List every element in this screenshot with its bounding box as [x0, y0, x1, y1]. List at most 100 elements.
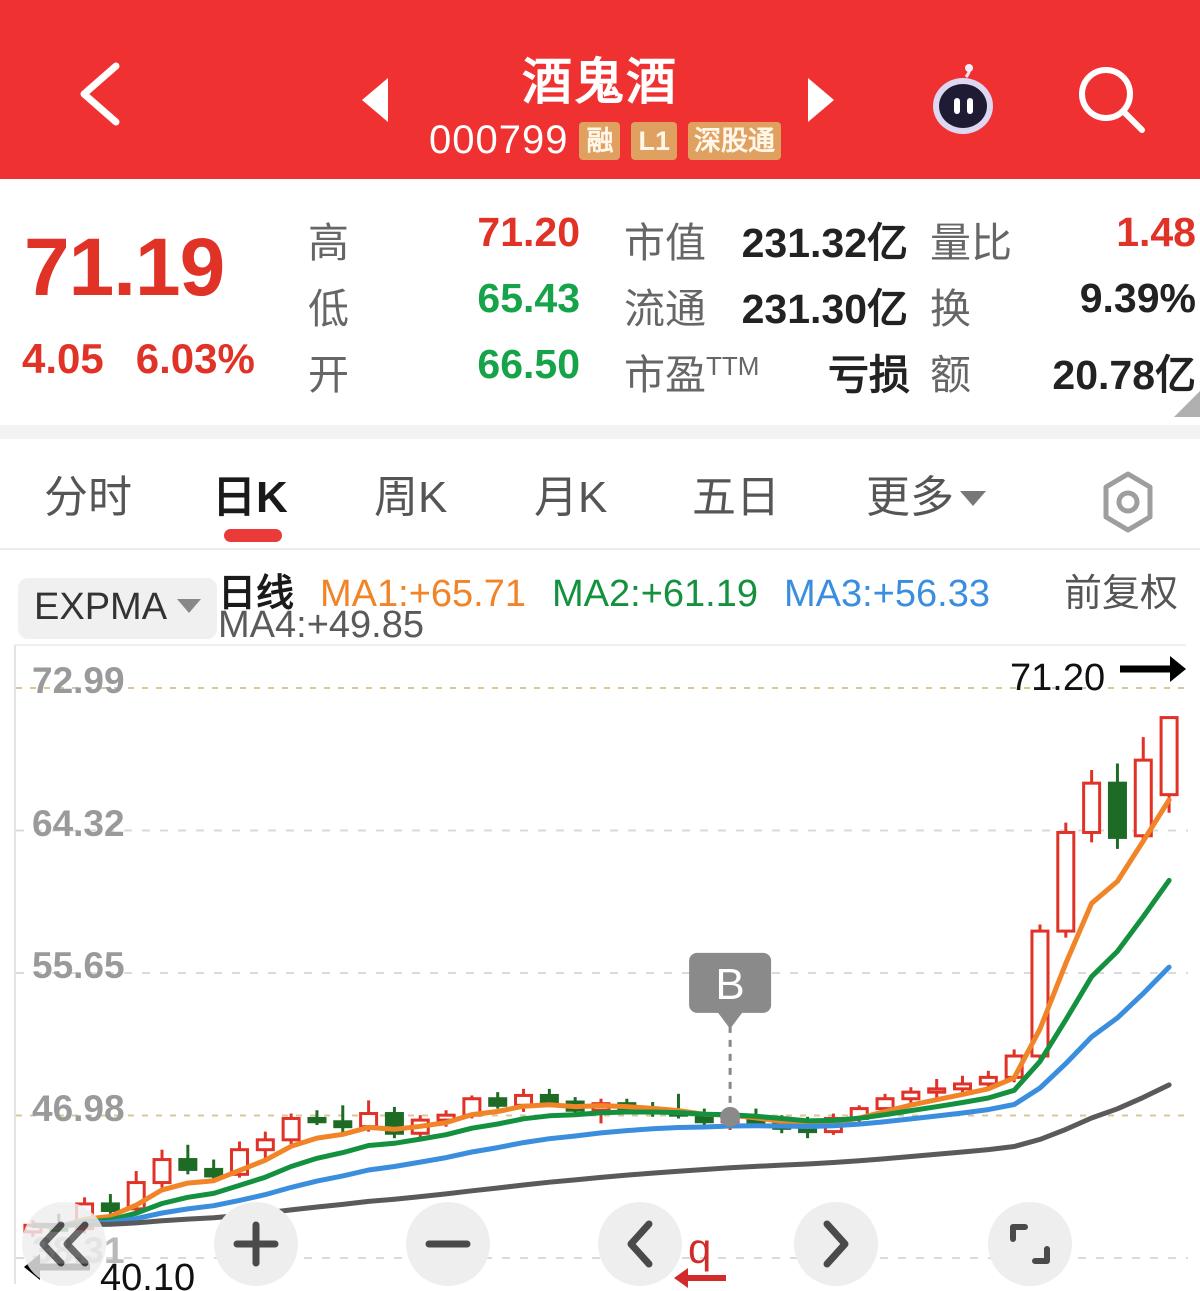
back-button[interactable] [72, 60, 128, 128]
candlestick-chart[interactable]: B [14, 644, 1188, 1286]
label-open: 开 [308, 352, 349, 398]
value-turnover-rate: 9.39% [1079, 275, 1196, 321]
zoom-out-button[interactable] [406, 1202, 490, 1286]
candle-body [1056, 830, 1076, 933]
chart-period-tabs: 分时 日K 周K 月K 五日 更多 [0, 439, 1200, 549]
candle-body [1082, 781, 1102, 834]
stock-subtitle: 000799 融 L1 深股通 [0, 118, 1200, 163]
label-turnover-rate: 换 [930, 286, 971, 332]
ai-robot-icon[interactable] [925, 64, 1001, 140]
value-low: 65.43 [477, 275, 580, 321]
price-change: 4.05 6.03% [22, 335, 255, 383]
stock-name: 酒鬼酒 [522, 54, 678, 110]
tab-five-day[interactable]: 五日 [692, 473, 780, 522]
ma-line-ma1 [30, 797, 1172, 1230]
expand-corner-indicator[interactable] [1174, 391, 1200, 417]
label-volume-ratio: 量比 [930, 220, 1012, 266]
buy-marker-label: B [715, 960, 744, 1009]
double-chevron-left-icon [39, 1221, 89, 1267]
label-high: 高 [308, 220, 349, 266]
ma2-value: MA2:+61.19 [552, 573, 758, 615]
chevron-left-icon [627, 1220, 653, 1268]
minus-icon [425, 1240, 471, 1248]
tab-daily-k[interactable]: 日K [212, 473, 288, 522]
ma4-value: MA4:+49.85 [218, 604, 424, 646]
pan-right-button[interactable] [794, 1202, 878, 1286]
label-low: 低 [308, 286, 349, 332]
arrow-left-hint [674, 1268, 726, 1288]
low-price-annotation: 40.10 [100, 1257, 196, 1291]
next-stock-button[interactable] [808, 78, 834, 122]
chart-cycle-label: 日线 [218, 573, 295, 615]
candle-body [204, 1167, 224, 1178]
label-float-cap: 流通 [624, 286, 706, 332]
buy-marker-b[interactable]: B [689, 952, 772, 1127]
indicator-selector[interactable]: EXPMA [18, 578, 218, 639]
candle-body [307, 1116, 327, 1124]
tab-monthly-k[interactable]: 月K [534, 473, 608, 522]
candle-body [978, 1075, 998, 1086]
fullscreen-button[interactable] [988, 1202, 1072, 1286]
chevron-right-icon [823, 1220, 849, 1268]
ma-line-ma2 [30, 877, 1172, 1229]
ma1-value: MA1:+65.71 [320, 573, 526, 615]
last-price: 71.19 [24, 222, 225, 313]
candle-body [359, 1112, 379, 1129]
stock-code: 000799 [429, 118, 569, 162]
candle-body [178, 1158, 198, 1171]
tabs-separator [0, 548, 1200, 550]
tab-fenshi[interactable]: 分时 [44, 473, 132, 522]
candle-body [100, 1202, 120, 1212]
value-market-cap: 231.32亿 [741, 220, 908, 266]
change-absolute: 4.05 [22, 335, 104, 382]
candle-body [333, 1120, 353, 1129]
badge-margin: 融 [579, 121, 621, 160]
active-tab-indicator [224, 529, 282, 542]
value-high: 71.20 [477, 209, 580, 255]
candle-body [901, 1090, 921, 1101]
ma-line-ma3 [30, 964, 1172, 1229]
candle-body [488, 1097, 508, 1107]
candle-body [927, 1087, 947, 1094]
value-float-cap: 231.30亿 [741, 286, 908, 332]
chart-canvas[interactable]: B [16, 646, 1188, 1286]
expand-icon [1010, 1224, 1050, 1264]
quote-panel: 71.19 4.05 6.03% 高 低 开 71.20 65.43 66.50… [0, 179, 1200, 425]
chevron-down-icon [177, 599, 202, 613]
badge-connect: 深股通 [688, 121, 781, 160]
zoom-in-button[interactable] [214, 1202, 298, 1286]
plus-icon [233, 1221, 279, 1267]
search-icon[interactable] [1072, 62, 1152, 142]
rewind-button[interactable] [22, 1202, 106, 1286]
candle-body [1159, 716, 1179, 797]
pe-ttm-superscript: TTM [706, 351, 760, 381]
candle-body [953, 1082, 973, 1091]
value-pe-ttm: 亏损 [828, 352, 910, 398]
hint-letter-q: q [688, 1225, 712, 1272]
high-price-annotation: 71.20 [1010, 657, 1106, 699]
ma3-value: MA3:+56.33 [783, 573, 990, 615]
tab-more[interactable]: 更多 [866, 461, 986, 525]
app-header: 酒鬼酒 000799 融 L1 深股通 [0, 0, 1200, 179]
section-divider [0, 425, 1200, 439]
tab-weekly-k[interactable]: 周K [374, 473, 448, 522]
prev-stock-button[interactable] [362, 78, 388, 122]
value-volume-ratio: 1.48 [1116, 209, 1196, 255]
label-market-cap: 市值 [624, 220, 706, 266]
candle-body [1107, 781, 1127, 839]
label-amount: 额 [930, 352, 971, 398]
indicator-selector-label: EXPMA [34, 586, 168, 628]
candle-body [539, 1093, 559, 1104]
tab-more-label: 更多 [866, 473, 954, 522]
candle-body [875, 1097, 895, 1111]
settings-gear-icon[interactable] [1098, 470, 1158, 534]
indicator-values-row-1: 日线 MA1:+65.71 MA2:+61.19 MA3:+56.33 [218, 562, 990, 617]
value-open: 66.50 [477, 341, 580, 387]
arrow-right-annotation [1120, 656, 1186, 682]
adjustment-toggle[interactable]: 前复权 [1063, 573, 1178, 615]
candle-body [1133, 758, 1153, 838]
indicator-bar: EXPMA 日线 MA1:+65.71 MA2:+61.19 MA3:+56.3… [0, 552, 1200, 646]
pan-left-button[interactable] [598, 1202, 682, 1286]
change-percent: 6.03% [135, 335, 255, 382]
